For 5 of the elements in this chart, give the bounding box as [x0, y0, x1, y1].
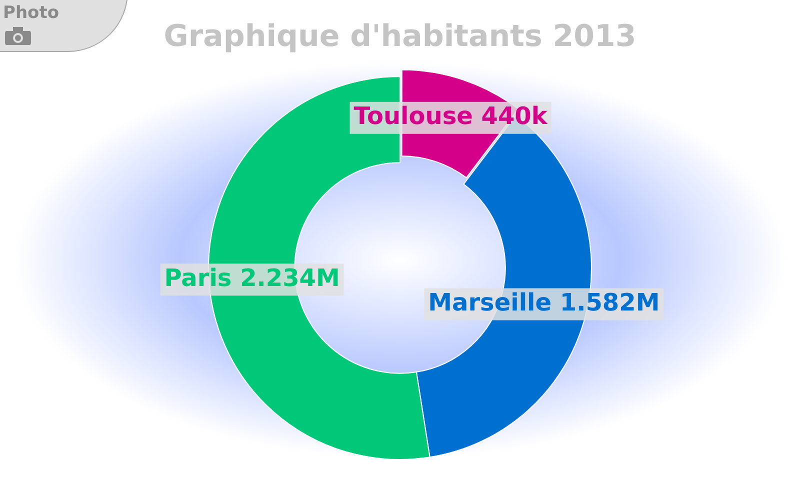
text: Photo — [3, 3, 60, 23]
chart-title: Graphique d'habitants 2013 — [164, 18, 636, 54]
slice-label: Toulouse 440k — [354, 102, 548, 130]
slice-label: Marseille 1.582M — [428, 288, 660, 316]
slice-label: Paris 2.234M — [164, 264, 340, 292]
